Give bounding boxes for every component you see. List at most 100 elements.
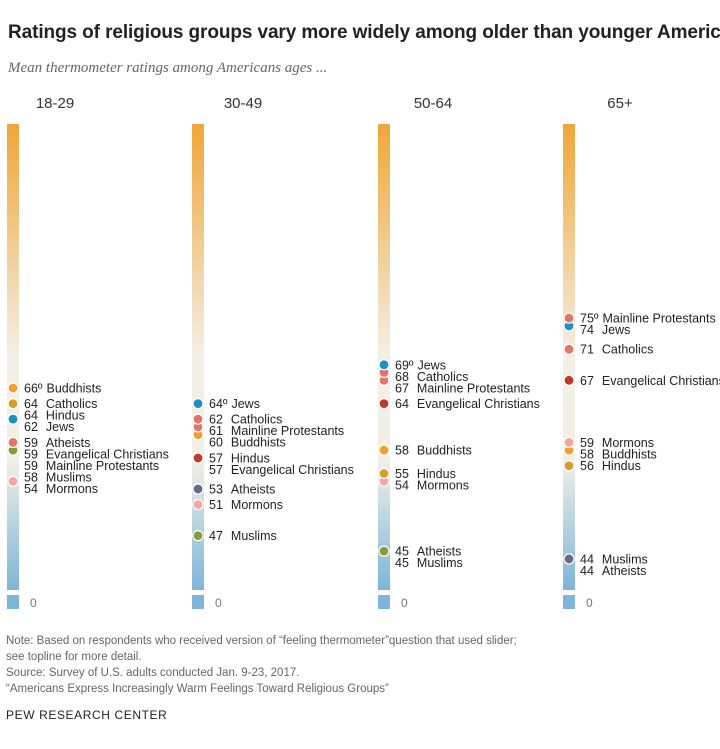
dot-evangelical-christians [192, 452, 204, 464]
dot-jews [7, 413, 19, 425]
point-value: 56 [580, 459, 594, 473]
point-name: Jews [46, 420, 74, 434]
point-label-muslims: 44 Muslims [580, 552, 648, 566]
point-name: Atheists [417, 545, 461, 559]
dot-evangelical-christians [563, 374, 575, 386]
point-label-hindus: 57 Hindus [209, 451, 270, 465]
point-name: Muslims [417, 556, 463, 570]
note-line: see topline for more detail. [6, 651, 142, 663]
source-line: Source: Survey of U.S. adults conducted … [6, 667, 300, 679]
chart-notes: Note: Based on respondents who received … [6, 633, 517, 697]
age-group-label: 65+ [607, 95, 633, 112]
point-value: 68 [395, 370, 409, 384]
report-title-line: “Americans Express Increasingly Warm Fee… [6, 683, 389, 695]
point-name: Mormons [231, 498, 283, 512]
point-name: Buddhists [46, 382, 101, 396]
point-label-evangelical-christians: 64 Evangelical Christians [395, 397, 540, 411]
point-name: Catholics [417, 370, 468, 384]
point-value: 71 [580, 343, 594, 357]
point-value: 55 [395, 467, 409, 481]
dot-buddhists [378, 444, 390, 456]
point-value: 59 [24, 436, 38, 450]
thermometer-bar [563, 124, 575, 590]
point-name: Evangelical Christians [46, 447, 169, 461]
point-name: Jews [602, 323, 630, 337]
thermometer-zero-segment [192, 595, 204, 609]
dot-muslims [378, 545, 390, 557]
point-value: 62 [24, 420, 38, 434]
point-value: 74 [580, 323, 594, 337]
point-name: Evangelical Christians [417, 397, 540, 411]
dot-mainline-protestants [563, 312, 575, 324]
point-label-buddhists: 66º Buddhists [24, 382, 101, 396]
point-label-buddhists: 60 Buddhists [209, 436, 286, 450]
point-value: 59 [24, 447, 38, 461]
point-value: 44 [580, 552, 594, 566]
point-label-catholics: 71 Catholics [580, 343, 653, 357]
chart-subtitle: Mean thermometer ratings among Americans… [8, 60, 328, 76]
dot-catholics [563, 343, 575, 355]
point-value: 62 [209, 413, 223, 427]
point-label-mainline-protestants: 67 Mainline Protestants [395, 381, 530, 395]
point-value: 51 [209, 498, 223, 512]
dot-muslims [192, 530, 204, 542]
dot-buddhists [7, 382, 19, 394]
point-name: Evangelical Christians [231, 463, 354, 477]
zero-label: 0 [586, 596, 593, 610]
point-value: 45 [395, 545, 409, 559]
zero-label: 0 [215, 596, 222, 610]
dot-hindus [563, 460, 575, 472]
dot-mainline-protestants [7, 436, 19, 449]
point-label-catholics: 64 Catholics [24, 397, 97, 411]
point-value: 57 [209, 451, 223, 465]
point-value: 58 [580, 447, 594, 461]
point-label-mormons: 59 Mormons [580, 436, 654, 450]
point-value: 59 [580, 436, 594, 450]
point-value: 53 [209, 483, 223, 497]
thermometer-zero-segment [563, 595, 575, 609]
point-name: Catholics [602, 343, 653, 357]
point-name: Mainline Protestants [602, 312, 715, 326]
point-name: Mainline Protestants [231, 424, 344, 438]
point-value: 64º [209, 397, 228, 411]
zero-label: 0 [30, 596, 37, 610]
point-label-atheists: 45 Atheists [395, 545, 461, 559]
point-value: 64 [24, 397, 38, 411]
point-name: Muslims [46, 470, 92, 484]
point-value: 47 [209, 529, 223, 543]
point-name: Atheists [602, 564, 646, 578]
point-name: Mainline Protestants [417, 381, 530, 395]
point-value: 54 [395, 479, 409, 493]
thermometer-zero-segment [7, 595, 19, 609]
point-label-mainline-protestants: 61 Mainline Protestants [209, 424, 344, 438]
dot-hindus [378, 467, 390, 480]
point-value: 67 [395, 381, 409, 395]
point-label-muslims: 58 Muslims [24, 470, 92, 484]
point-value: 64 [24, 409, 38, 423]
point-name: Buddhists [602, 447, 657, 461]
point-name: Mormons [417, 479, 469, 493]
point-value: 54 [24, 482, 38, 496]
point-label-buddhists: 58 Buddhists [395, 444, 472, 458]
dot-mormons [7, 475, 19, 487]
zero-label: 0 [401, 596, 408, 610]
dot-hindus [7, 398, 19, 410]
point-value: 58 [395, 444, 409, 458]
thermometer-bar [7, 124, 19, 590]
point-name: Mormons [602, 436, 654, 450]
point-name: Muslims [231, 529, 277, 543]
point-label-jews: 69º Jews [395, 358, 446, 372]
point-label-evangelical-christians: 67 Evangelical Christians [580, 374, 720, 388]
point-label-jews: 64º Jews [209, 397, 260, 411]
dot-jews [378, 359, 390, 371]
point-label-muslims: 47 Muslims [209, 529, 277, 543]
dot-atheists [563, 553, 575, 565]
point-value: 67 [580, 374, 594, 388]
point-label-atheists: 44 Atheists [580, 564, 646, 578]
chart-title: Ratings of religious groups vary more wi… [8, 22, 720, 43]
point-value: 64 [395, 397, 409, 411]
point-value: 58 [24, 470, 38, 484]
